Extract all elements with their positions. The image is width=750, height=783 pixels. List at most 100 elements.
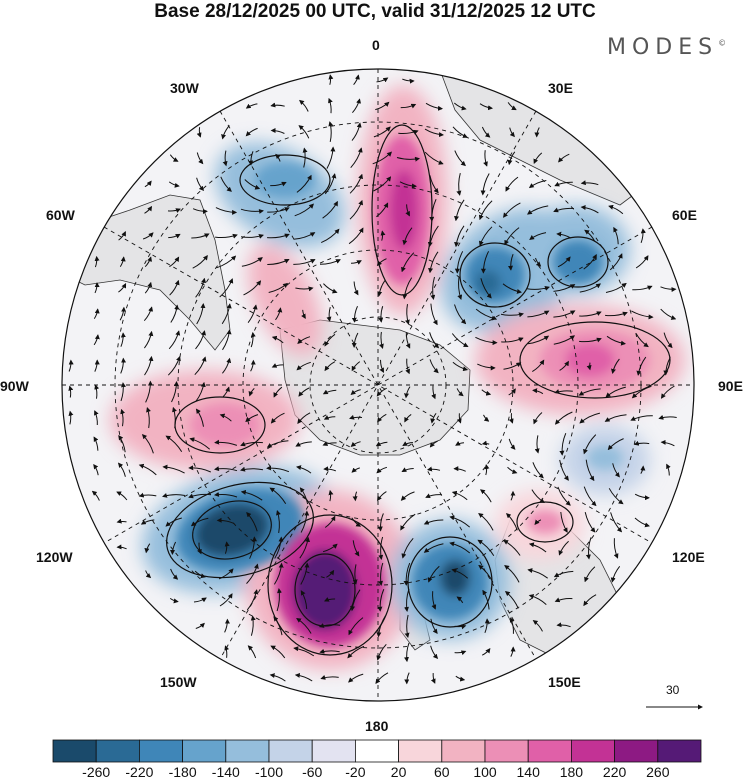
wind-vector [502,283,522,294]
wind-vector [535,257,542,267]
wind-vector [430,618,438,635]
wind-vector [144,543,151,554]
map-border [61,68,695,702]
wind-vector [224,618,230,633]
wind-vector [534,435,540,454]
wind-vector [634,493,650,501]
wind-vector [273,386,283,398]
wind-vector [454,650,467,656]
wind-vector [663,357,671,376]
wind-vector [477,539,495,556]
wind-vector [240,466,264,472]
anomaly-positive-drake-outer [247,244,323,356]
wind-vector [351,122,362,141]
wind-vector [449,541,471,554]
wind-vector [607,438,624,451]
wind-vector [142,232,154,240]
wind-vector [241,257,263,267]
wind-vector [250,359,256,372]
wind-vector [660,385,675,399]
wind-vector [431,591,437,610]
anomaly-negative-weddell-mid [255,162,315,198]
wind-vector [324,515,336,528]
wind-vector [427,466,441,472]
wind-vector [377,513,384,532]
wind-vector [479,103,493,111]
wind-vector [583,486,597,507]
wind-vector [350,147,363,169]
wind-vector [453,102,467,111]
wind-vector [430,645,439,660]
wind-vector [269,673,286,682]
wind-vector [350,260,362,265]
wind-vector [350,589,361,612]
wind-vector [293,232,316,240]
wind-vector [630,415,653,421]
wind-vector [635,255,649,269]
wind-vector [246,563,259,584]
wind-vector [270,412,285,424]
wind-vector [299,487,309,505]
wind-vector [270,181,287,187]
meridian-30w-150e [219,110,537,660]
wind-vector [322,441,337,446]
wind-vector [93,334,100,346]
wind-vector [503,540,521,556]
wind-vector [454,199,465,222]
contour-line [294,553,356,627]
wind-vector [584,566,596,583]
wind-vector [481,126,491,138]
wind-vector [379,331,384,349]
wind-vector-layer [68,74,677,685]
wind-vector [404,672,410,685]
wind-vector [188,493,211,499]
meridian-60e-120w [103,226,653,544]
wind-vector [270,645,286,659]
wind-vector [456,172,462,196]
wind-vector [427,225,439,248]
wind-vector [405,204,410,217]
wind-vector [194,356,207,376]
contour-line [547,236,609,288]
lon-label-90w: 90W [0,378,29,394]
wind-vector [195,408,204,427]
wind-vector [553,570,574,578]
meridian-60w-120e [103,226,653,544]
wind-vector [118,283,127,293]
wind-vector [168,181,180,188]
wind-vector [192,208,208,214]
wind-vector [295,286,314,292]
wind-vector [640,465,646,474]
wind-vector [240,208,264,214]
wind-vector [271,335,284,344]
wind-vector [376,77,389,83]
wind-vector [660,439,675,447]
colorbar-tick-label: -100 [254,764,284,780]
wind-vector [117,462,126,477]
wind-vector [266,465,290,473]
contour-line [459,242,531,308]
colorbar-tick-label: -260 [82,764,111,780]
wind-vector [640,228,646,243]
wind-vector [274,536,284,559]
anomaly-positive-pacific-core [293,550,357,630]
wind-vector [453,466,466,472]
lon-label-0: 0 [372,37,380,53]
wind-vector [246,511,258,532]
wind-vector [605,386,626,398]
wind-vector [480,251,490,274]
wind-vector [144,281,153,294]
parallel-circle [114,121,642,649]
wind-vector [634,517,650,528]
wind-vector [402,78,415,84]
wind-vector [275,153,281,162]
wind-vector [557,256,571,268]
wind-vector [482,589,490,610]
wind-vector [559,433,567,456]
wind-vector [377,413,387,423]
wind-vector [454,150,466,167]
wind-vector [507,466,518,474]
wind-vector [293,259,316,265]
wind-vector [504,590,519,609]
wind-vector [475,308,497,321]
